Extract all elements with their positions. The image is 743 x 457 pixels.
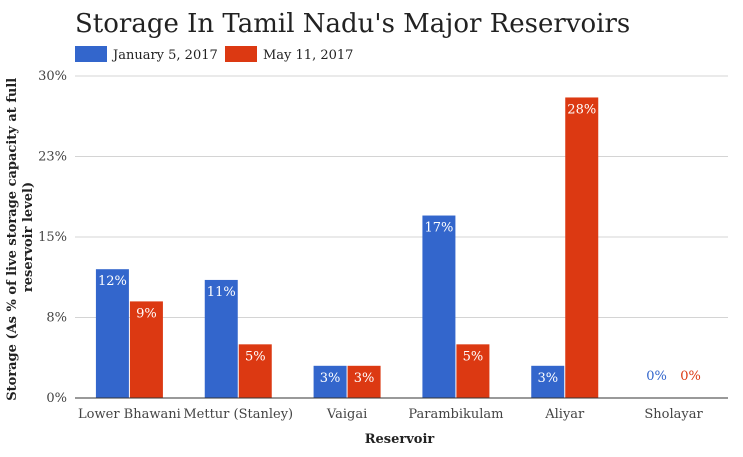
data-label: 28% bbox=[567, 102, 596, 117]
gridlines bbox=[75, 75, 728, 318]
x-tick-label: Vaigai bbox=[326, 407, 367, 422]
legend-label-1: January 5, 2017 bbox=[111, 48, 218, 63]
x-axis-title: Reservoir bbox=[365, 432, 435, 447]
bar-series-2-vaigai bbox=[347, 365, 381, 398]
y-tick-label: 8% bbox=[46, 311, 67, 326]
data-label: 3% bbox=[354, 371, 375, 386]
y-axis-title-line-1: Storage (As % of live storage capacity a… bbox=[5, 78, 20, 401]
y-tick-label: 0% bbox=[46, 391, 67, 406]
legend-swatch-2 bbox=[225, 46, 257, 62]
data-label: 0% bbox=[646, 369, 667, 384]
bar-series-2-aliyar bbox=[565, 97, 599, 398]
data-label: 0% bbox=[680, 369, 701, 384]
data-labels: 12% 9% 11% 5% 3% 3% 17% 5% 3% 28% 0% 0% bbox=[98, 102, 701, 385]
x-tick-label: Parambikulam bbox=[408, 407, 503, 422]
bar-series-1-lower-bhawani bbox=[95, 269, 129, 398]
data-label: 5% bbox=[245, 349, 266, 364]
bar-series-1-parambikulam bbox=[422, 215, 456, 398]
bar-series-2-lower-bhawani bbox=[129, 301, 163, 398]
bar-series-1-mettur-stanley- bbox=[204, 279, 238, 398]
x-tick-label: Lower Bhawani bbox=[78, 407, 181, 422]
y-axis-ticks: 0% 8% 15% 23% 30% bbox=[38, 69, 67, 406]
y-tick-label: 30% bbox=[38, 69, 67, 84]
legend-label-2: May 11, 2017 bbox=[263, 48, 353, 63]
y-tick-label: 15% bbox=[38, 230, 67, 245]
data-label: 12% bbox=[98, 274, 127, 289]
data-label: 9% bbox=[136, 306, 157, 321]
data-label: 17% bbox=[424, 221, 453, 236]
data-label: 3% bbox=[537, 371, 558, 386]
y-tick-label: 23% bbox=[38, 150, 67, 165]
data-label: 5% bbox=[463, 349, 484, 364]
y-axis-title: Storage (As % of live storage capacity a… bbox=[5, 73, 36, 401]
data-label: 11% bbox=[207, 285, 236, 300]
bar-series-2-mettur-stanley- bbox=[238, 344, 272, 398]
legend: January 5, 2017 May 11, 2017 bbox=[75, 46, 353, 63]
y-axis-title-line-2: reservoir level) bbox=[21, 182, 36, 292]
bar-series-1-aliyar bbox=[531, 365, 565, 398]
x-tick-label: Sholayar bbox=[644, 407, 703, 422]
bar-series-2-parambikulam bbox=[456, 344, 490, 398]
data-label: 3% bbox=[320, 371, 341, 386]
bars bbox=[95, 97, 599, 398]
chart-title: Storage In Tamil Nadu's Major Reservoirs bbox=[75, 9, 630, 39]
legend-swatch-1 bbox=[75, 46, 107, 62]
x-axis-ticks: Lower Bhawani Mettur (Stanley) Vaigai Param… bbox=[78, 407, 703, 422]
bar-series-1-vaigai bbox=[313, 365, 347, 398]
x-tick-label: Mettur (Stanley) bbox=[183, 407, 293, 422]
x-tick-label: Aliyar bbox=[544, 407, 585, 422]
